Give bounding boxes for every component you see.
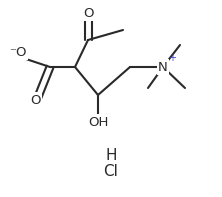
Text: N: N bbox=[158, 60, 168, 73]
Text: O: O bbox=[83, 7, 93, 20]
Text: ⁻O: ⁻O bbox=[9, 46, 27, 59]
Text: H: H bbox=[105, 148, 117, 163]
Text: +: + bbox=[168, 53, 176, 63]
Text: OH: OH bbox=[88, 115, 108, 128]
Text: O: O bbox=[30, 94, 40, 107]
Text: Cl: Cl bbox=[103, 164, 119, 179]
